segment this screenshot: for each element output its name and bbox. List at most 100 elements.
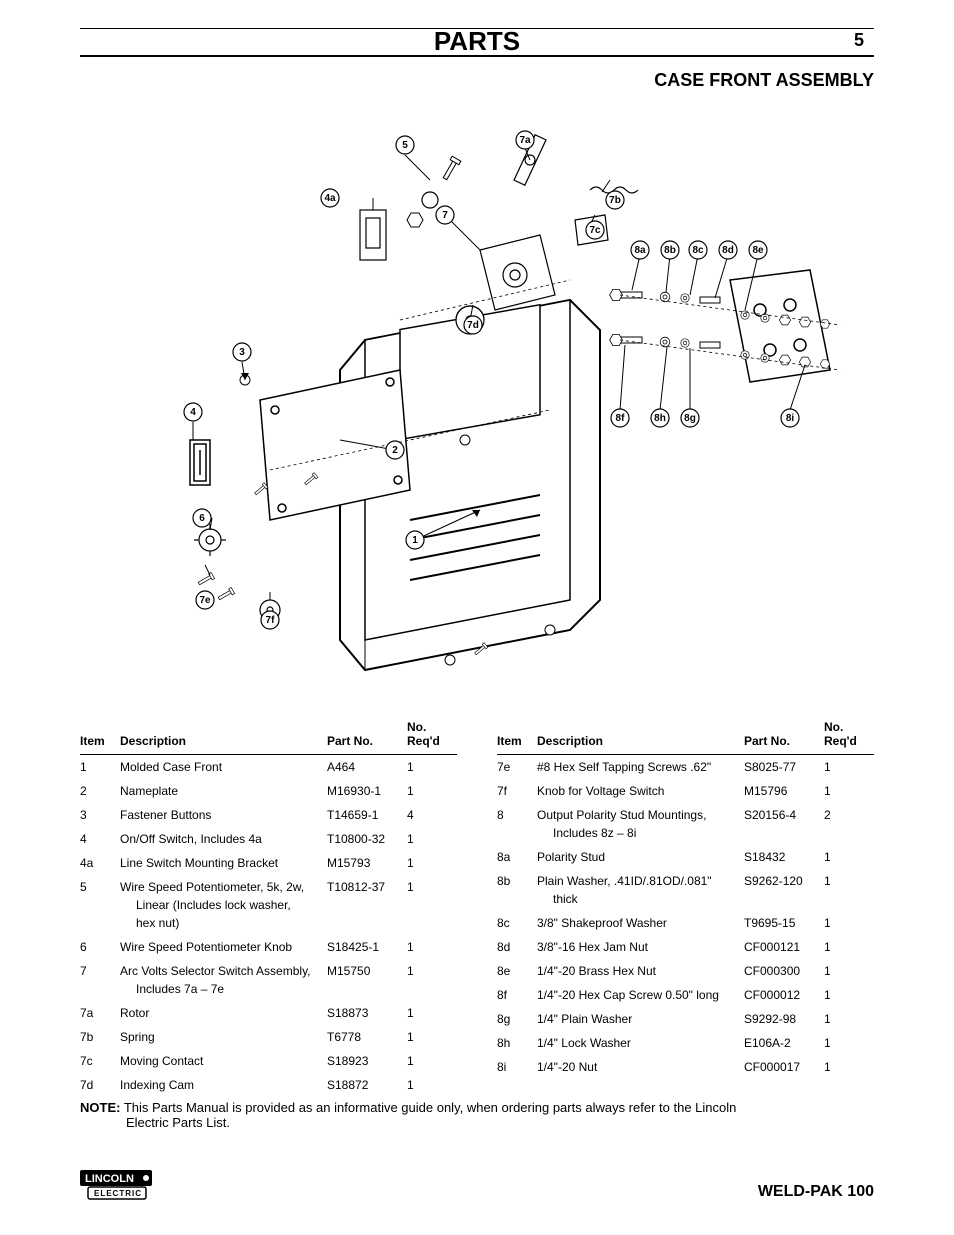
cell-part: M15796 [744,782,824,800]
cell-part: S9262-120 [744,872,824,890]
table-row: 7bSpringT67781 [80,1025,457,1049]
cell-desc: Moving Contact [120,1052,327,1070]
cell-desc: Wire Speed Potentiometer Knob [120,938,327,956]
cell-desc: Plain Washer, .41ID/.81OD/.081"thick [537,872,744,908]
cell-part: M16930-1 [327,782,407,800]
table-row: 8d3/8"-16 Hex Jam NutCF0001211 [497,935,874,959]
cell-part: CF000017 [744,1058,824,1076]
table-row: 4aLine Switch Mounting BracketM157931 [80,851,457,875]
cell-req: 1 [407,782,457,800]
cell-req: 4 [407,806,457,824]
col-header-req: No.Req'd [407,720,457,748]
cell-req: 1 [407,1076,457,1094]
cell-desc: Line Switch Mounting Bracket [120,854,327,872]
cell-item: 8i [497,1058,537,1076]
svg-text:1: 1 [412,535,418,546]
cell-part: E106A-2 [744,1034,824,1052]
cell-desc: Fastener Buttons [120,806,327,824]
cell-item: 5 [80,878,120,896]
table-row: 7e#8 Hex Self Tapping Screws .62"S8025-7… [497,755,874,779]
cell-part: S18432 [744,848,824,866]
cell-part: CF000121 [744,938,824,956]
cell-part: S18923 [327,1052,407,1070]
cell-item: 8b [497,872,537,890]
svg-text:7c: 7c [589,225,601,236]
cell-part: T6778 [327,1028,407,1046]
col-header-item: Item [497,734,537,748]
table-row: 7cMoving ContactS189231 [80,1049,457,1073]
cell-desc: Wire Speed Potentiometer, 5k, 2w,Linear … [120,878,327,932]
cell-part: CF000012 [744,986,824,1004]
cell-item: 8a [497,848,537,866]
svg-text:7d: 7d [467,320,479,331]
svg-text:7b: 7b [609,195,621,206]
parts-table-right: Item Description Part No. No.Req'd 7e#8 … [497,720,874,1097]
cell-desc: 1/4" Lock Washer [537,1034,744,1052]
cell-item: 7d [80,1076,120,1094]
table-row: 8bPlain Washer, .41ID/.81OD/.081"thickS9… [497,869,874,911]
table-row: 8h1/4" Lock WasherE106A-21 [497,1031,874,1055]
cell-desc: Output Polarity Stud Mountings,Includes … [537,806,744,842]
cell-req: 1 [824,938,874,956]
cell-req: 1 [824,986,874,1004]
svg-text:8h: 8h [654,413,666,424]
cell-desc: 3/8"-16 Hex Jam Nut [537,938,744,956]
cell-req: 1 [407,962,457,980]
cell-desc: Spring [120,1028,327,1046]
svg-text:7e: 7e [199,595,211,606]
table-row: 8i1/4"-20 NutCF0000171 [497,1055,874,1079]
cell-desc: 3/8" Shakeproof Washer [537,914,744,932]
svg-text:8f: 8f [616,413,626,424]
cell-item: 7e [497,758,537,776]
cell-item: 3 [80,806,120,824]
cell-item: 4 [80,830,120,848]
cell-desc: Molded Case Front [120,758,327,776]
cell-desc: On/Off Switch, Includes 4a [120,830,327,848]
cell-desc: Arc Volts Selector Switch Assembly,Inclu… [120,962,327,998]
cell-desc: Indexing Cam [120,1076,327,1094]
table-row: 8aPolarity StudS184321 [497,845,874,869]
cell-req: 1 [824,848,874,866]
cell-req: 1 [407,830,457,848]
cell-item: 7 [80,962,120,980]
cell-desc: #8 Hex Self Tapping Screws .62" [537,758,744,776]
cell-item: 8d [497,938,537,956]
table-row: 8g1/4" Plain WasherS9292-981 [497,1007,874,1031]
col-header-part: Part No. [744,734,824,748]
table-row: 7fKnob for Voltage SwitchM157961 [497,779,874,803]
cell-part: M15750 [327,962,407,980]
model-name: WELD-PAK 100 [758,1183,874,1201]
cell-req: 1 [824,872,874,890]
cell-part: S9292-98 [744,1010,824,1028]
cell-req: 1 [824,1058,874,1076]
page-number: 5 [854,30,864,51]
svg-text:4: 4 [190,407,196,418]
cell-item: 8c [497,914,537,932]
cell-desc: Polarity Stud [537,848,744,866]
cell-req: 1 [824,782,874,800]
cell-req: 1 [824,962,874,980]
table-row: 8c3/8" Shakeproof WasherT9695-151 [497,911,874,935]
page-title: PARTS [0,26,954,57]
table-row: 4On/Off Switch, Includes 4aT10800-321 [80,827,457,851]
cell-part: M15793 [327,854,407,872]
cell-req: 1 [407,1052,457,1070]
svg-text:2: 2 [392,445,398,456]
cell-item: 6 [80,938,120,956]
svg-text:8d: 8d [722,245,734,256]
cell-item: 2 [80,782,120,800]
section-subtitle: CASE FRONT ASSEMBLY [654,70,874,91]
note-text-1: This Parts Manual is provided as an info… [124,1100,737,1115]
cell-desc: 1/4"-20 Nut [537,1058,744,1076]
table-row: 7Arc Volts Selector Switch Assembly,Incl… [80,959,457,1001]
cell-item: 8e [497,962,537,980]
cell-req: 1 [407,878,457,896]
svg-text:7f: 7f [266,615,276,626]
cell-item: 7b [80,1028,120,1046]
cell-req: 1 [824,914,874,932]
svg-text:4a: 4a [324,193,336,204]
svg-text:8b: 8b [664,245,676,256]
cell-part: S8025-77 [744,758,824,776]
svg-text:7: 7 [442,210,448,221]
cell-part: T9695-15 [744,914,824,932]
